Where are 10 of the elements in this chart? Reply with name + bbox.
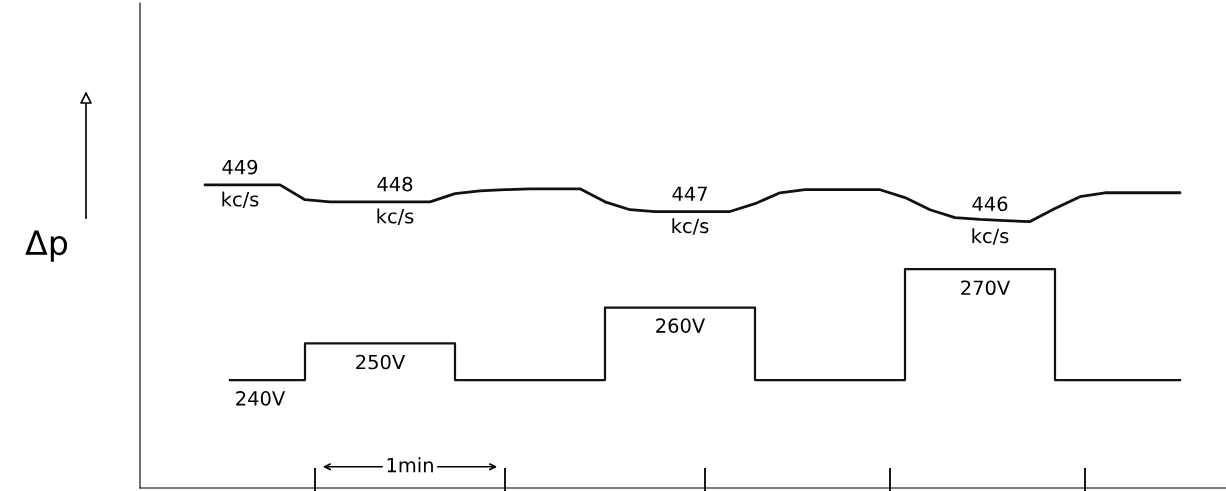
annotation: 240V [236,391,286,406]
annotation: 270V [961,280,1011,296]
annotation: 447 kc/s [672,186,709,235]
annotation: 1min [387,457,433,473]
annotation: 448 kc/s [377,176,414,226]
annotation: 449 kc/s [222,159,259,209]
y-axis-title: Δp [25,230,68,262]
annotation: 260V [656,318,706,333]
annotation: 446 kc/s [972,196,1009,245]
annotation: 250V [356,354,406,370]
